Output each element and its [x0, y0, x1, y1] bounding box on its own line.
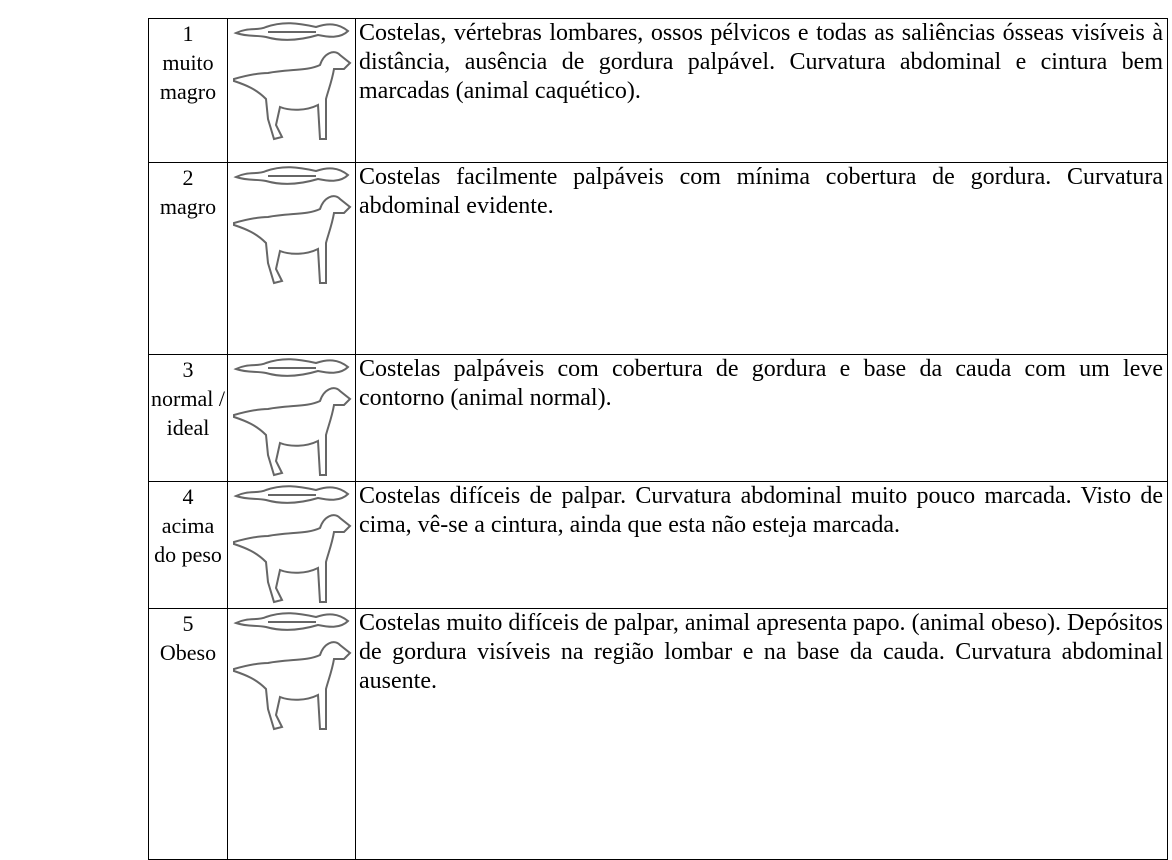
- score-cell: 3 normal / ideal: [148, 354, 228, 482]
- score-cell: 5 Obeso: [148, 608, 228, 860]
- description: Costelas difíceis de palpar. Curvatura a…: [355, 481, 1168, 609]
- score-label: normal / ideal: [151, 386, 225, 440]
- image-cell: [227, 608, 356, 860]
- table-row: 4 acima do peso Costelas difíceis de palpa…: [148, 481, 1168, 609]
- image-cell: [227, 354, 356, 482]
- table-row: 5 Obeso Costelas muito difíceis de palpar,…: [148, 608, 1168, 860]
- dog-illustration: [233, 22, 351, 140]
- description: Costelas facilmente palpáveis com mínima…: [355, 162, 1168, 355]
- description: Costelas palpáveis com cobertura de gord…: [355, 354, 1168, 482]
- dog-illustration: [233, 358, 351, 476]
- score: 4: [182, 484, 194, 509]
- score-label: acima do peso: [154, 513, 222, 567]
- table-row: 3 normal / ideal Costelas palpáveis com co…: [148, 354, 1168, 482]
- score-cell: 1 muito magro: [148, 18, 228, 163]
- score: 3: [182, 357, 194, 382]
- score-cell: 2 magro: [148, 162, 228, 355]
- table-body: 1 muito magro Costelas, vértebras lombares…: [148, 18, 1168, 860]
- image-cell: [227, 162, 356, 355]
- dog-illustration: [233, 166, 351, 284]
- score-label: magro: [159, 194, 217, 219]
- image-cell: [227, 481, 356, 609]
- table-row: 2 magro Costelas facilmente palpáveis com …: [148, 162, 1168, 355]
- score: 2: [182, 165, 194, 190]
- score-label: muito magro: [159, 50, 217, 104]
- description: Costelas, vértebras lombares, ossos pélv…: [355, 18, 1168, 163]
- score-label: Obeso: [159, 640, 217, 665]
- score: 1: [182, 21, 194, 46]
- image-cell: [227, 18, 356, 163]
- score-cell: 4 acima do peso: [148, 481, 228, 609]
- bcs-table: 1 muito magro Costelas, vértebras lombares…: [148, 18, 1168, 860]
- dog-illustration: [233, 612, 351, 730]
- score: 5: [182, 611, 194, 636]
- table-row: 1 muito magro Costelas, vértebras lombares…: [148, 18, 1168, 163]
- page: 1 muito magro Costelas, vértebras lombares…: [148, 18, 1168, 860]
- dog-illustration: [233, 485, 351, 603]
- description: Costelas muito difíceis de palpar, anima…: [355, 608, 1168, 860]
